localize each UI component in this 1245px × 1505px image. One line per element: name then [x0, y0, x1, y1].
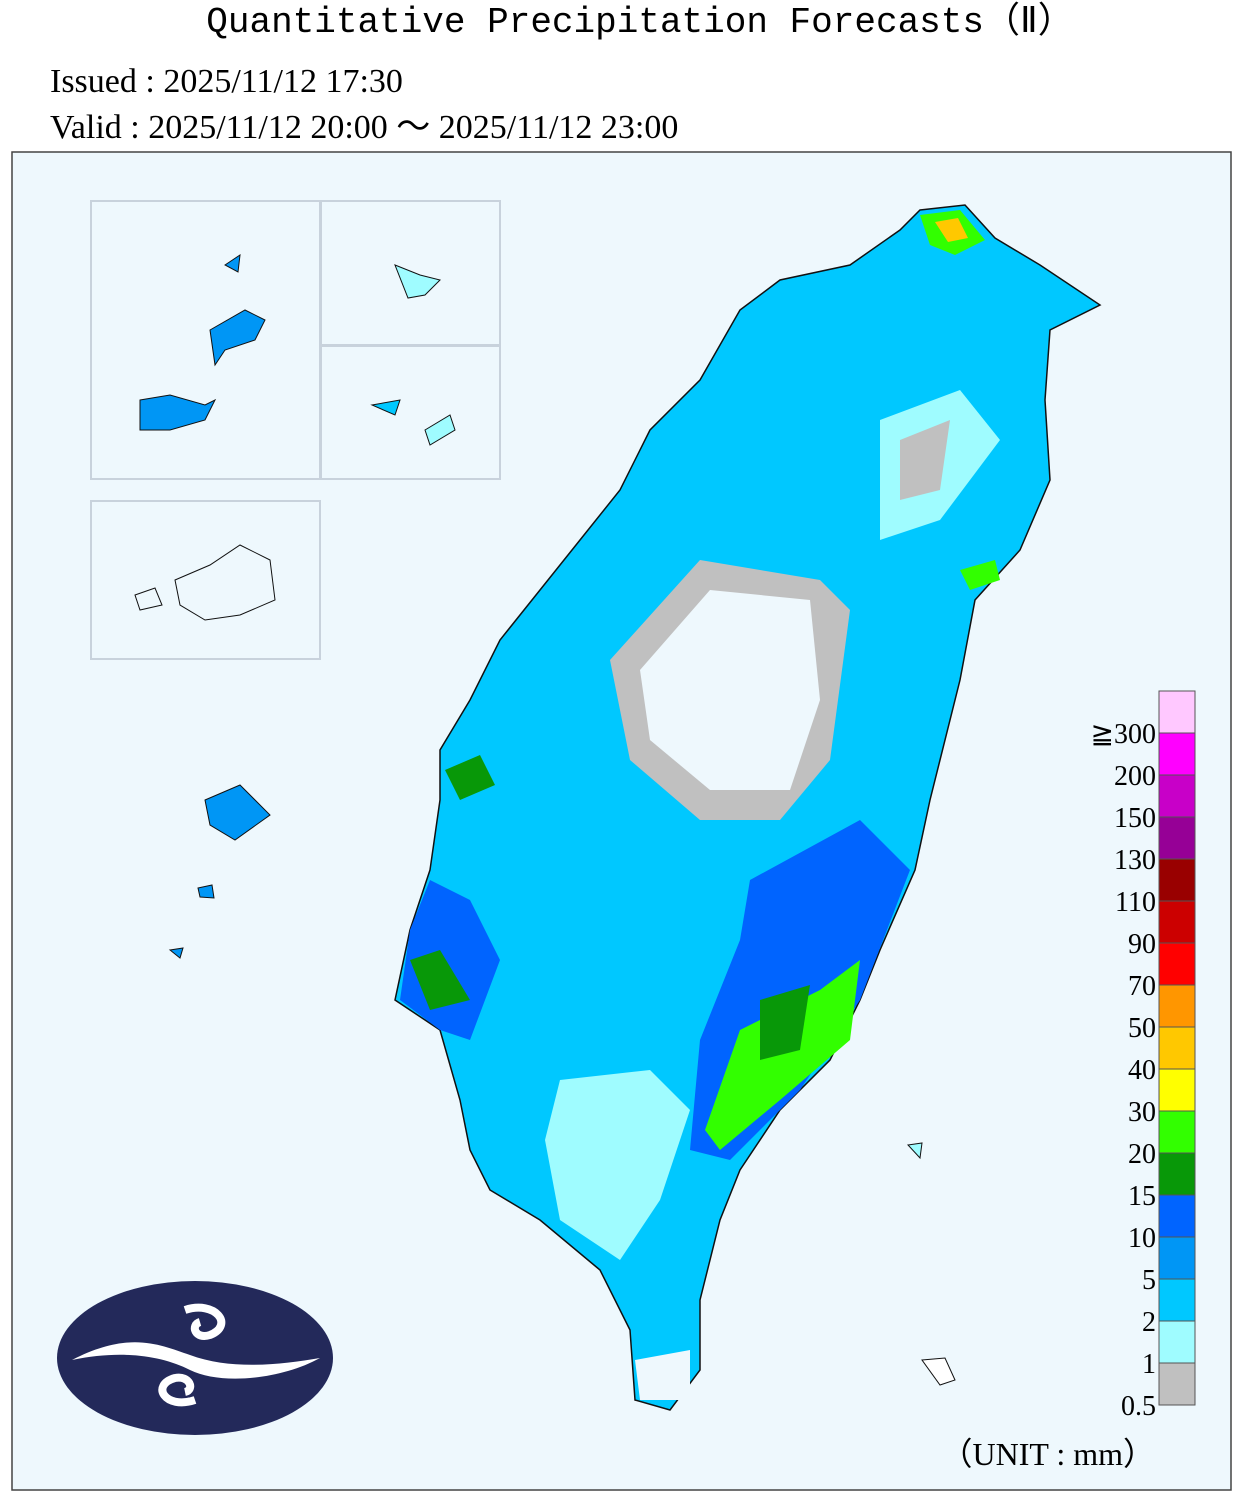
legend-swatch: [1158, 984, 1196, 1028]
legend-swatch: [1158, 1320, 1196, 1364]
legend-label: 5: [1142, 1265, 1156, 1296]
inset-boxes: [90, 200, 501, 660]
legend-swatch: [1158, 900, 1196, 944]
legend-label: ≧300: [1091, 719, 1156, 750]
legend: 0.5 1 2 5 10 15 20 30 40 50 70 90 110 130 150 200 ≧300: [1091, 690, 1196, 1422]
legend-swatch: [1158, 690, 1196, 734]
legend-label: 2: [1142, 1307, 1156, 1338]
legend-swatch: [1158, 1194, 1196, 1238]
unit: （UNIT : mm）: [940, 1436, 1155, 1472]
legend-label: 200: [1114, 761, 1156, 792]
legend-swatch: [1158, 1152, 1196, 1196]
legend-label: 50: [1128, 1013, 1156, 1044]
legend-label: 20: [1128, 1139, 1156, 1170]
legend-label: 130: [1114, 845, 1156, 876]
legend-label: 150: [1114, 803, 1156, 834]
legend-label: 110: [1115, 887, 1156, 918]
legend-swatch: [1158, 1236, 1196, 1280]
logo: [57, 1281, 333, 1435]
legend-swatch: [1158, 1110, 1196, 1154]
taiwan-map: [394, 204, 1102, 1411]
islands: [134, 253, 956, 1386]
legend-swatch: [1158, 1278, 1196, 1322]
legend-swatch: [1158, 774, 1196, 818]
legend-swatch: [1158, 858, 1196, 902]
legend-swatch: [1158, 1026, 1196, 1070]
legend-swatch: [1158, 816, 1196, 860]
legend-label: 90: [1128, 929, 1156, 960]
legend-swatch: [1158, 1068, 1196, 1112]
legend-label: 30: [1128, 1097, 1156, 1128]
legend-swatch: [1158, 732, 1196, 776]
legend-label: 1: [1142, 1349, 1156, 1380]
legend-label: 15: [1128, 1181, 1156, 1212]
valid: Valid : 2025/11/12 20:00 ～ 2025/11/12 23…: [50, 109, 678, 146]
legend-swatch: [1158, 1362, 1196, 1406]
issued: Issued : 2025/11/12 17:30: [50, 63, 403, 100]
title: Quantitative Precipitation Forecasts（Ⅱ）: [206, 0, 1073, 43]
legend-label: 0.5: [1121, 1391, 1156, 1422]
legend-label: 70: [1128, 971, 1156, 1002]
legend-label: 10: [1128, 1223, 1156, 1254]
legend-swatch: [1158, 942, 1196, 986]
legend-label: 40: [1128, 1055, 1156, 1086]
